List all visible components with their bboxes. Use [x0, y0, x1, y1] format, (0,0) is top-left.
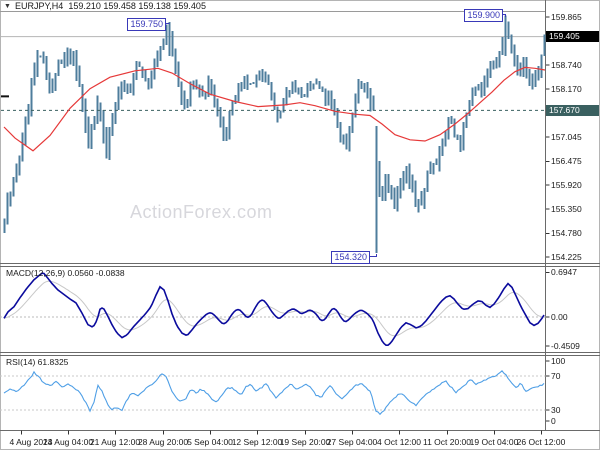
time-axis-label: 11 Oct 20:00	[422, 437, 472, 447]
time-axis-label: 5 Sep 04:00	[187, 437, 233, 447]
price-axis-label: 156.475	[551, 156, 582, 167]
chart-title-ohlc: 159.210 159.458 159.138 159.405	[68, 1, 206, 11]
time-axis-label: 26 Oct 12:00	[516, 437, 566, 447]
price-axis-label: 159.865	[551, 12, 582, 22]
time-axis-label: 4 Oct 12:00	[377, 437, 421, 447]
rsi-axis-label: 70	[551, 371, 561, 381]
rsi-axis-label: 100	[551, 356, 566, 366]
price-axis-label: 155.350	[551, 204, 582, 215]
time-axis-label: 21 Aug 12:00	[89, 437, 141, 447]
symbol-dropdown-icon[interactable]: ▼	[4, 3, 11, 10]
time-axis-label: 4 Aug 2023	[9, 437, 53, 447]
price-callout: 159.900	[464, 9, 503, 22]
chart-title: ▼ EURJPY,H4 159.210 159.458 159.138 159.4…	[4, 1, 206, 11]
current-price-label: 159.405	[546, 31, 599, 43]
price-axis-label: 157.045	[551, 131, 582, 142]
rsi-axis-label: 30	[551, 405, 561, 415]
macd-axis-label: -0.4509	[551, 340, 580, 351]
macd-axis-label: 0.6947	[551, 267, 577, 278]
price-axis-label: 154.225	[551, 251, 582, 262]
watermark: ActionForex.com	[130, 202, 273, 222]
time-axis-label: 14 Aug 04:00	[42, 437, 94, 447]
macd-axis-label: 0.00	[551, 312, 568, 322]
time-axis-label: 19 Sep 20:00	[279, 437, 331, 447]
rsi-indicator-label: RSI(14) 61.8325	[6, 357, 69, 367]
rsi-axis-label: 0	[551, 416, 556, 426]
price-axis-label: 155.920	[551, 179, 582, 190]
price-callout: 159.750	[127, 18, 166, 31]
time-axis-label: 12 Sep 12:00	[231, 437, 283, 447]
time-axis-label: 28 Aug 20:00	[137, 437, 189, 447]
price-callout: 154.320	[331, 251, 370, 264]
level-price-label: 157.670	[546, 104, 599, 116]
time-axis-label: 19 Oct 04:00	[469, 437, 519, 447]
macd-indicator-label: MACD(12,26,9) 0.0560 -0.0838	[6, 268, 125, 278]
price-axis-label: 158.170	[551, 84, 582, 95]
price-axis-label: 154.780	[551, 228, 582, 239]
price-axis-label: 158.740	[551, 59, 582, 70]
time-axis-label: 27 Sep 04:00	[326, 437, 378, 447]
chart-title-symbol: EURJPY,H4	[14, 1, 64, 11]
